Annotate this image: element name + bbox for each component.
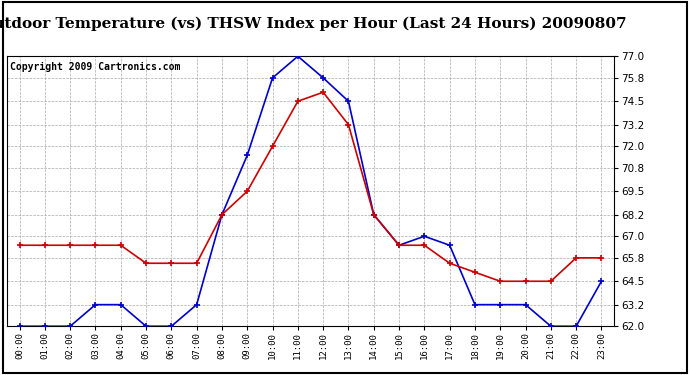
Text: Outdoor Temperature (vs) THSW Index per Hour (Last 24 Hours) 20090807: Outdoor Temperature (vs) THSW Index per … [0,17,627,31]
Text: Copyright 2009 Cartronics.com: Copyright 2009 Cartronics.com [10,62,180,72]
